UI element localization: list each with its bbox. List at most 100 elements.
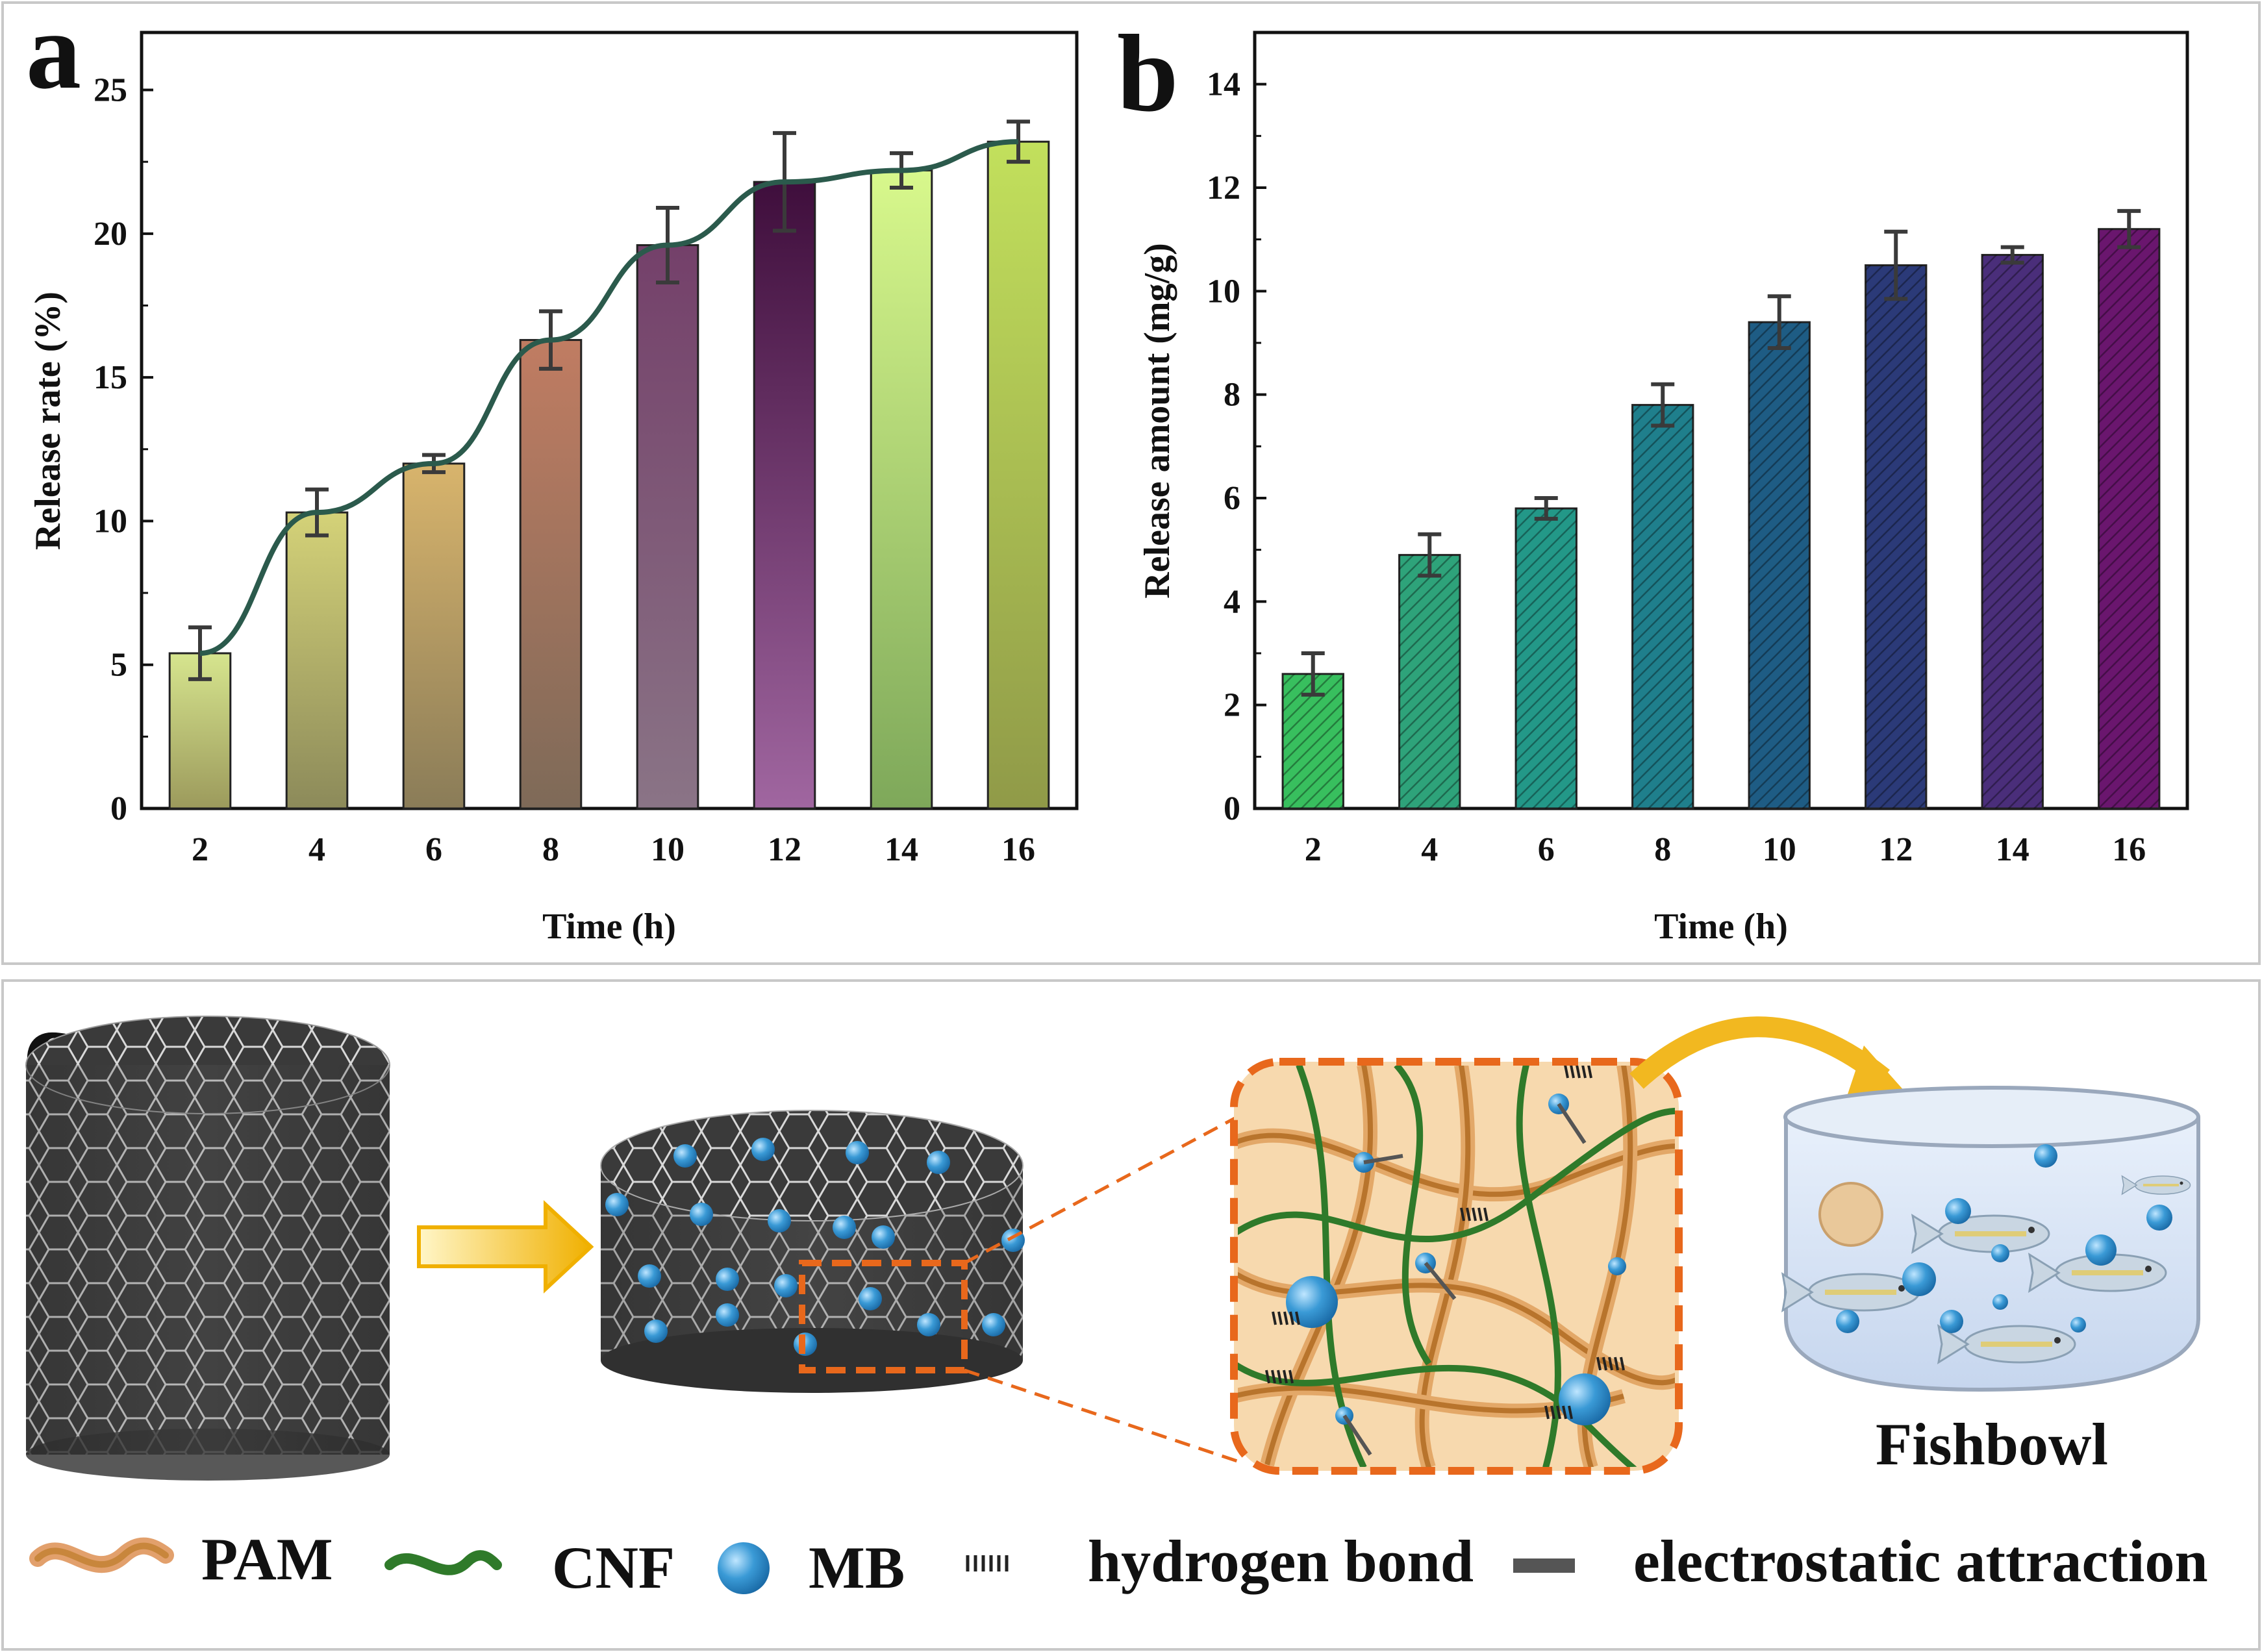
chart-a-bar-10	[636, 244, 699, 810]
legend-cnf-label: CNF	[552, 1534, 675, 1601]
panel-ab-frame	[1, 1, 2261, 965]
electrostatic-link	[1557, 1103, 1587, 1144]
hydrogen-bond	[1272, 1311, 1300, 1325]
chart-a-bar-8	[519, 339, 583, 810]
chart-b-ylabel: Release amount (mg/g)	[1137, 243, 1177, 598]
legend-mb-label: MB	[809, 1534, 905, 1601]
fish	[1911, 1213, 2050, 1255]
chart-b-xtick-label: 8	[1654, 831, 1671, 868]
legend-mb-swatch	[718, 1542, 770, 1594]
mb-particle	[774, 1274, 798, 1297]
mb-released	[1992, 1294, 2008, 1310]
schematic: Fishbowl PAM CNF MB hydrogen bond electr…	[25, 1016, 2208, 1601]
chart-b-errbar-4	[1418, 532, 1442, 578]
chart-b-errbar-8	[1651, 382, 1675, 428]
chart-b-errbar-14	[2000, 245, 2024, 265]
hydrogen-bond	[1265, 1370, 1294, 1384]
chart-a-xtick-label: 12	[768, 831, 801, 868]
mb-particle	[644, 1320, 668, 1343]
chart-b-xtick-label: 4	[1421, 831, 1438, 868]
fishbowl	[1781, 1086, 2200, 1392]
chart-a-bars	[168, 140, 1050, 810]
chart-a-ytick-label: 0	[110, 790, 127, 827]
mb-molecule	[1608, 1257, 1626, 1275]
chart-b-bar-hatch-14	[1982, 255, 2043, 809]
hydrogen-bond	[1596, 1357, 1625, 1371]
chart-a-line-series	[199, 139, 1019, 656]
chart-a-xtick-label: 6	[425, 831, 442, 868]
mb-particle	[638, 1264, 661, 1288]
chart-b-xtick-label: 6	[1538, 831, 1555, 868]
chart-a-y-ticks: 0 5 10 15 20 25	[94, 72, 153, 827]
process-arrow	[417, 1200, 594, 1294]
zoom-line-top	[963, 1115, 1238, 1265]
chart-b-errbar-10	[1767, 294, 1791, 350]
chart-b-errbar-16	[2117, 208, 2141, 249]
zoom-source-box	[799, 1260, 968, 1373]
mb-released	[2146, 1205, 2172, 1231]
chart-a-x-ticks: 2 4 6 8 10 12 14 16	[192, 797, 1035, 868]
chart-b-bar-hatch-8	[1632, 405, 1693, 808]
zoom-network	[1230, 1058, 1683, 1475]
mb-released	[2034, 1144, 2057, 1168]
mb-released	[2085, 1234, 2117, 1266]
chart-b-xtick-label: 16	[2112, 831, 2146, 868]
fish	[1937, 1323, 2076, 1365]
mb-particle	[605, 1193, 629, 1216]
chart-b-ytick-label: 8	[1224, 377, 1240, 414]
legend-hbond-label: hydrogen bond	[1088, 1528, 1474, 1594]
chart-b-error-bars	[1301, 208, 2141, 697]
chart-a-bar-12	[753, 181, 816, 810]
chart-b-frame	[1253, 31, 2189, 810]
chart-b-ytick-label: 4	[1224, 583, 1240, 620]
chart-a-bar-14	[870, 169, 933, 810]
mb-released	[2070, 1317, 2086, 1333]
chart-a-xtick-label: 4	[308, 831, 325, 868]
mb-particle	[673, 1144, 697, 1168]
mb-particle	[690, 1203, 713, 1226]
legend-pam-label: PAM	[201, 1526, 333, 1592]
mb-particle	[917, 1313, 940, 1336]
chart-b-ytick-label: 2	[1224, 687, 1240, 724]
chart-a-xtick-label: 14	[885, 831, 918, 868]
chart-b-errbar-2	[1301, 651, 1325, 697]
chart-a-xlabel: Time (h)	[542, 907, 676, 947]
aerogel-cylinder	[25, 1016, 390, 1481]
chart-a-xtick-label: 16	[1001, 831, 1035, 868]
cnf-fiber	[1394, 1066, 1432, 1366]
mb-particle	[927, 1151, 950, 1174]
chart-b-y-ticks: 0 2 4 6 8 10 12 14	[1207, 66, 1266, 827]
mb-particle	[982, 1313, 1005, 1336]
chart-b-bar-hatch-10	[1749, 322, 1810, 809]
chart-a-ytick-label: 15	[94, 359, 127, 396]
chart-a-frame	[140, 31, 1079, 810]
chart-b-errbar-6	[1534, 496, 1558, 521]
zoom-line-bottom	[964, 1368, 1238, 1463]
chart-b-ytick-label: 6	[1224, 480, 1240, 517]
chart-b: 0 2 4 6 8 10 12 14 2 4 6 8 10 12 14 16 Time (h) Releas…	[1137, 31, 2189, 947]
chart-b-errbar-12	[1884, 229, 1908, 301]
electrostatic-link	[1363, 1154, 1403, 1164]
mb-particle	[716, 1268, 739, 1291]
chart-a-ytick-label: 10	[94, 503, 127, 540]
hydrogen-bond	[1460, 1207, 1489, 1221]
electrostatic-link	[1342, 1414, 1372, 1456]
chart-b-ytick-label: 0	[1224, 790, 1240, 827]
chart-b-xtick-label: 14	[1996, 831, 2030, 868]
legend-electro-label: electrostatic attraction	[1633, 1528, 2208, 1594]
chart-a-xtick-label: 2	[192, 831, 208, 868]
chart-a-xtick-label: 10	[651, 831, 685, 868]
electrostatic-link	[1424, 1262, 1457, 1300]
mb-particle	[872, 1225, 895, 1249]
chart-a: 0 5 10 15 20 25 2 4 6 8 10 12 14 16 Time (h) Release…	[28, 31, 1079, 947]
chart-a-xtick-label: 8	[542, 831, 559, 868]
chart-a-trend-line	[199, 139, 1019, 656]
chart-a-bar-4	[285, 511, 349, 810]
mb-released	[1991, 1244, 2009, 1262]
chart-b-ytick-label: 14	[1207, 66, 1240, 103]
chart-a-ylabel: Release rate (%)	[28, 292, 68, 550]
chart-b-xtick-label: 2	[1305, 831, 1322, 868]
chart-b-xtick-label: 10	[1763, 831, 1796, 868]
mb-particle	[833, 1216, 856, 1239]
hydrogen-bond	[1544, 1405, 1573, 1420]
